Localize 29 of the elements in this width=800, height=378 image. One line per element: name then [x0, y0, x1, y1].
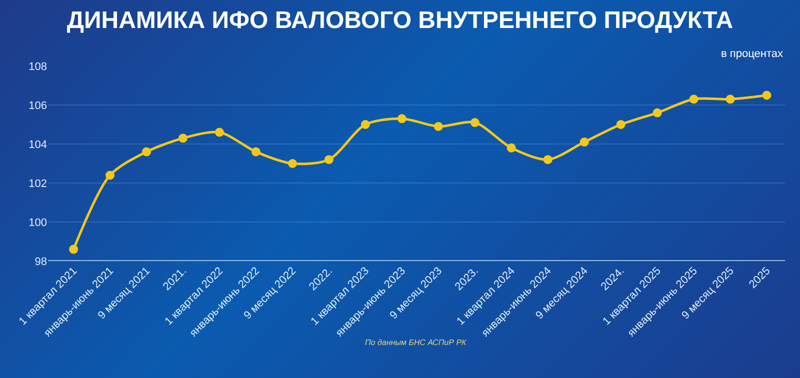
point — [470, 118, 480, 128]
point — [214, 128, 224, 137]
point — [434, 122, 443, 131]
point — [762, 90, 772, 100]
point — [652, 108, 662, 118]
point — [288, 159, 297, 168]
point — [142, 147, 152, 156]
point — [324, 155, 334, 164]
point — [689, 94, 698, 104]
y-tick-label: 108 — [28, 60, 47, 73]
y-tick-label: 102 — [28, 178, 47, 190]
y-tick-label: 106 — [28, 100, 47, 112]
point — [360, 120, 370, 129]
chart-title: ДИНАМИКА ИФО ВАЛОВОГО ВНУТРЕННЕГО ПРОДУКТА — [66, 7, 734, 34]
chart-subtitle: в процентах — [721, 48, 784, 60]
point — [543, 155, 552, 164]
point — [69, 244, 78, 254]
y-tick-label: 98 — [34, 256, 47, 268]
text: По данным БНС АСПиР РК — [365, 338, 468, 347]
point — [616, 120, 626, 129]
point — [178, 134, 188, 143]
point — [397, 114, 406, 124]
point — [251, 147, 260, 156]
y-tick-label: 104 — [28, 138, 47, 151]
point — [506, 143, 516, 152]
point — [106, 170, 115, 180]
y-tick-label: 100 — [28, 216, 47, 229]
point — [580, 138, 589, 147]
point — [726, 94, 735, 104]
